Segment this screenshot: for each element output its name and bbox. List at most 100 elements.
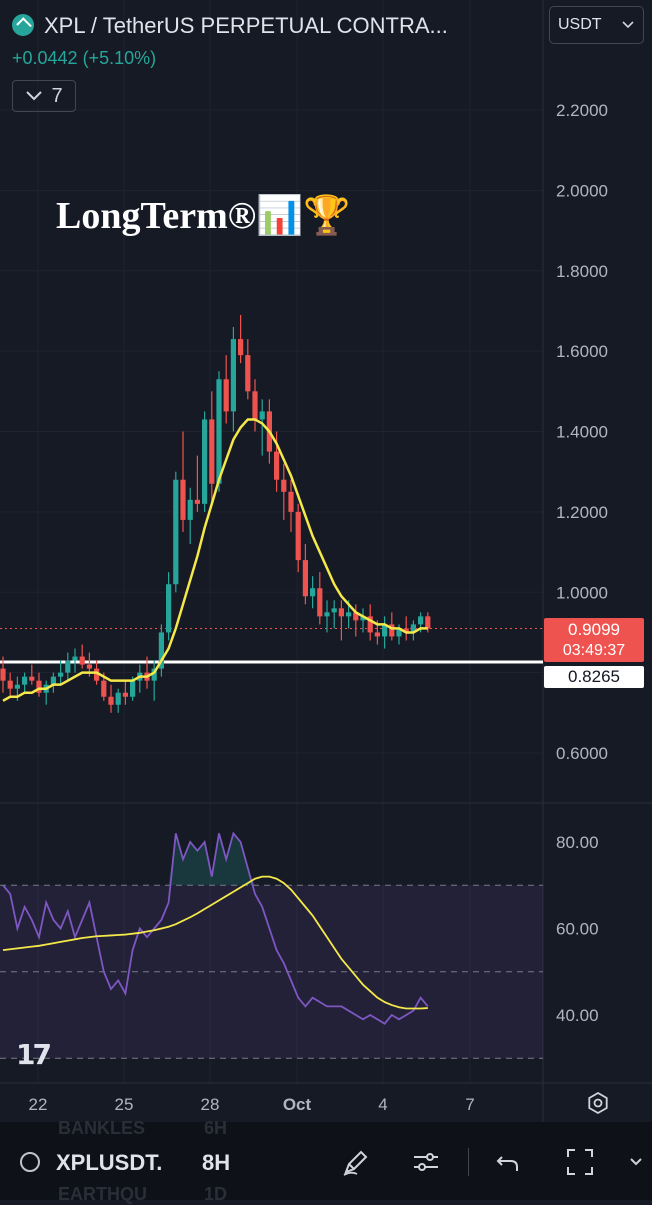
toolbar-divider	[468, 1148, 469, 1176]
candle-body	[382, 624, 388, 637]
candle-body	[425, 616, 431, 629]
chart-settings-button[interactable]	[406, 1142, 446, 1182]
candle-body	[324, 612, 330, 617]
price-tick-label: 0.6000	[556, 744, 608, 763]
candle-body	[238, 339, 244, 356]
time-tick-label: Oct	[283, 1095, 312, 1114]
undo-icon	[496, 1156, 518, 1171]
candle-body	[302, 560, 308, 597]
candle-body	[310, 588, 316, 597]
fullscreen-icon	[567, 1149, 593, 1175]
time-tick-label: 4	[378, 1095, 387, 1114]
candle-body	[295, 511, 301, 561]
candle-body	[396, 628, 402, 637]
chevron-down-icon	[630, 1158, 642, 1166]
chart-header: XPL / TetherUS PERPETUAL CONTRA... +0.04…	[0, 0, 652, 120]
candle-body	[346, 612, 352, 617]
candle-countdown: 03:49:37	[562, 642, 626, 659]
price-tick-label: 1.6000	[556, 342, 608, 361]
candle-body	[194, 499, 200, 504]
price-tick-label: 1.4000	[556, 423, 608, 442]
coin-logo-icon	[12, 14, 34, 36]
time-axis[interactable]: 22 25 28 Oct 4 7	[29, 1095, 475, 1114]
pen-icon	[343, 1150, 368, 1176]
candle-body	[389, 624, 395, 637]
candle-body	[202, 419, 208, 504]
candle-body	[331, 608, 337, 613]
ghost-symbol-above: BANKLES	[58, 1118, 146, 1138]
candle-body	[353, 612, 359, 621]
candle-body	[317, 588, 323, 617]
candle-body	[151, 668, 157, 681]
tradingview-logo[interactable]: 17	[16, 1038, 52, 1071]
fullscreen-button[interactable]	[560, 1142, 600, 1182]
price-tick-label: 1.8000	[556, 262, 608, 281]
undo-button[interactable]	[488, 1142, 528, 1182]
candle-body	[122, 692, 128, 697]
price-tick-label: 1.2000	[556, 503, 608, 522]
chart-area[interactable]: 2.2000 2.0000 1.8000 1.6000 1.4000 1.2000 1.00…	[0, 0, 652, 1122]
candle-body	[14, 684, 20, 689]
rsi-tick-label: 60.00	[556, 920, 599, 939]
candle-body	[274, 451, 280, 480]
candle-body	[108, 696, 114, 705]
candle-body	[72, 656, 78, 661]
candle-body	[367, 616, 373, 633]
candle-body	[115, 692, 121, 705]
ghost-interval-below: 1D	[204, 1184, 228, 1204]
candle-body	[65, 660, 71, 673]
candle-body	[403, 628, 409, 633]
candle-body	[410, 624, 416, 633]
settings-icon[interactable]	[588, 1091, 608, 1115]
rsi-line	[2, 831, 429, 1025]
candle-body	[7, 680, 13, 689]
candle-body	[288, 491, 294, 512]
candle-body	[374, 632, 380, 637]
time-tick-label: 28	[201, 1095, 220, 1114]
chevron-down-icon	[621, 21, 634, 29]
ghost-symbol-below: EARTHQU	[58, 1184, 147, 1204]
candle-body	[418, 616, 424, 625]
candle-body	[180, 479, 186, 520]
candle-body	[86, 664, 92, 669]
moving-average-line	[2, 418, 428, 702]
symbol-selector[interactable]: XPLUSDT.	[56, 1150, 163, 1175]
support-price-label[interactable]: 0.8265	[544, 666, 644, 688]
candle-body	[79, 656, 85, 665]
candle-body	[338, 608, 344, 617]
chevron-down-icon	[26, 91, 43, 101]
price-tick-label: 2.0000	[556, 181, 608, 200]
candle-body	[187, 499, 193, 520]
candle-body	[101, 680, 107, 697]
watermark-text: LongTerm®📊🏆	[56, 195, 351, 237]
candle-body	[22, 676, 28, 685]
indicators-toggle-button[interactable]: 7	[12, 80, 76, 112]
rsi-pane[interactable]	[0, 831, 543, 1059]
price-tick-label: 1.0000	[556, 583, 608, 602]
candle-body	[360, 616, 366, 621]
candle-body	[281, 479, 287, 492]
candle-body	[29, 676, 35, 681]
rsi-axis[interactable]: 80.00 60.00 40.00	[556, 833, 599, 1025]
candle-body	[58, 672, 64, 677]
price-axis[interactable]: 2.2000 2.0000 1.8000 1.6000 1.4000 1.2000 1.00…	[556, 101, 608, 763]
bottom-toolbar: BANKLES 6H EARTHQU 1D	[0, 1118, 652, 1204]
candle-body	[209, 419, 215, 484]
candle-body	[173, 479, 179, 585]
symbol-title[interactable]: XPL / TetherUS PERPETUAL CONTRA...	[44, 13, 448, 38]
time-tick-label: 22	[29, 1095, 48, 1114]
more-button[interactable]	[620, 1142, 652, 1182]
candle-body	[230, 339, 236, 412]
interval-selector[interactable]: 8H	[202, 1150, 231, 1175]
currency-select[interactable]: USDT	[549, 6, 644, 44]
rsi-tick-label: 80.00	[556, 833, 599, 852]
candle-body	[0, 668, 6, 681]
current-price-label[interactable]: 0.9099 03:49:37	[544, 618, 644, 662]
drawing-tool-button[interactable]	[336, 1142, 376, 1182]
candle-body	[94, 668, 100, 681]
symbol-icon[interactable]	[20, 1152, 40, 1172]
sliders-icon	[414, 1153, 438, 1171]
candle-body	[50, 676, 56, 685]
candle-body	[130, 680, 136, 697]
candle-body	[36, 680, 42, 693]
